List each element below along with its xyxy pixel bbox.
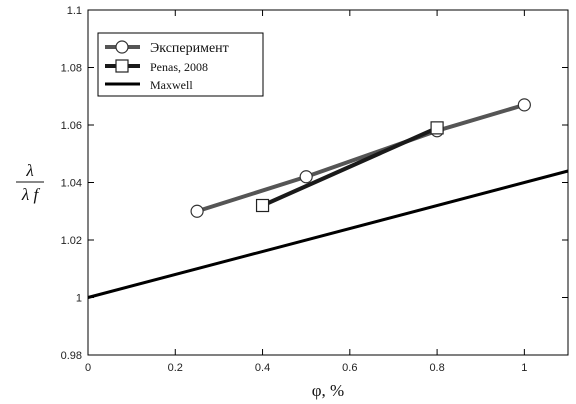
axis-tick-labels: 0 0.2 0.4 0.6 0.8 1 0.98 1 1.02 1.04 1.06 1.08 1.1 [61, 5, 528, 374]
y-tick-label: 1.08 [61, 63, 82, 75]
x-tick-label: 0.4 [255, 362, 270, 374]
y-tick-label: 1.1 [67, 5, 82, 17]
x-axis-label: φ, % [312, 381, 344, 400]
series-line-penas-2008 [261, 126, 438, 208]
data-point-square [255, 198, 270, 213]
x-tick-label: 0 [85, 362, 91, 374]
x-tick-label: 0.6 [342, 362, 357, 374]
series-group [87, 98, 569, 299]
data-point-square [430, 121, 444, 135]
x-tick-label: 0.2 [168, 362, 183, 374]
legend-label-maxwell: Maxwell [150, 78, 193, 92]
y-axis-label-denominator: λ f [21, 185, 41, 204]
y-tick-label: 1.02 [61, 235, 82, 247]
legend-label-penas: Penas, 2008 [150, 60, 208, 74]
x-tick-label: 1 [521, 362, 527, 374]
data-point-circle [299, 170, 313, 184]
legend: Эксперимент Penas, 2008 Maxwell [97, 32, 264, 97]
x-tick-label: 0.8 [429, 362, 444, 374]
y-tick-label: 1.06 [61, 120, 82, 132]
axis-ticks [87, 9, 568, 356]
legend-marker-circle [115, 40, 129, 54]
legend-label-experiment: Эксперимент [150, 41, 229, 56]
series-line-maxwell [87, 169, 569, 299]
y-tick-label: 1.04 [61, 178, 82, 190]
data-point-circle [190, 204, 204, 218]
y-axis-label: λ λ f [16, 161, 44, 204]
y-tick-label: 0.98 [61, 350, 82, 362]
series-line-эксперимент [196, 102, 525, 214]
legend-marker-square [115, 59, 129, 73]
y-axis-label-numerator: λ [25, 161, 33, 180]
data-point-circle [517, 98, 531, 112]
y-tick-label: 1 [76, 293, 82, 305]
